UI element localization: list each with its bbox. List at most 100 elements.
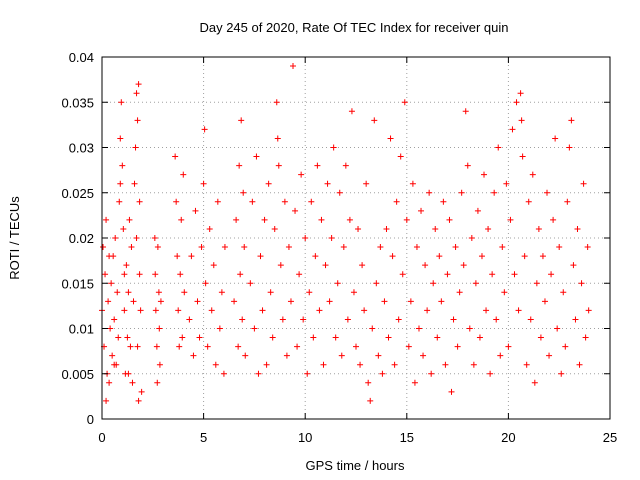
data-point [535, 225, 542, 232]
data-point [332, 334, 339, 341]
data-point [103, 216, 110, 223]
data-point [253, 153, 260, 160]
data-point [281, 198, 288, 205]
data-point [446, 216, 453, 223]
data-point [265, 180, 272, 187]
data-point [537, 334, 544, 341]
data-point [269, 334, 276, 341]
data-point [138, 388, 145, 395]
y-axis-label: ROTI / TECUs [7, 196, 22, 280]
data-point [111, 361, 118, 368]
data-point [238, 117, 245, 124]
data-point [214, 198, 221, 205]
data-point [552, 135, 559, 142]
data-point [114, 289, 121, 296]
x-tick-label: 15 [400, 430, 414, 445]
data-point [556, 244, 563, 251]
data-point [481, 171, 488, 178]
data-point [495, 144, 502, 151]
data-point [403, 216, 410, 223]
data-point [261, 216, 268, 223]
data-point [476, 334, 483, 341]
data-point [562, 343, 569, 350]
data-point [186, 316, 193, 323]
data-point [367, 397, 374, 404]
data-point [393, 198, 400, 205]
data-point [430, 280, 437, 287]
data-point [373, 280, 380, 287]
data-point [154, 379, 161, 386]
data-point [127, 343, 134, 350]
data-point [108, 280, 115, 287]
data-point [190, 352, 197, 359]
data-point [302, 235, 309, 241]
data-point [137, 307, 144, 314]
data-point [415, 325, 422, 332]
data-point [251, 325, 258, 332]
data-point [527, 316, 534, 323]
data-point [466, 325, 473, 332]
data-point [133, 90, 140, 97]
data-point [550, 216, 557, 223]
data-point [576, 361, 583, 368]
y-tick-label: 0.015 [61, 276, 94, 291]
data-point [314, 162, 321, 169]
data-point [320, 361, 327, 368]
data-point [326, 298, 333, 305]
data-point [525, 198, 532, 205]
data-point [181, 289, 188, 296]
data-point [422, 262, 429, 269]
data-point [155, 289, 162, 296]
data-point [454, 343, 461, 350]
data-point [292, 207, 299, 214]
x-tick-label: 10 [298, 430, 312, 445]
data-point [521, 253, 528, 260]
x-tick-label: 5 [200, 430, 207, 445]
data-point [277, 262, 284, 269]
data-point [580, 180, 587, 187]
y-tick-label: 0.01 [69, 322, 94, 337]
data-point [462, 108, 469, 115]
data-point [285, 244, 292, 251]
data-point [499, 244, 506, 251]
data-point [121, 271, 128, 278]
data-point [531, 379, 538, 386]
data-point [283, 352, 290, 359]
data-point [330, 144, 337, 151]
data-point [235, 343, 242, 350]
data-point [515, 307, 522, 314]
data-point [206, 225, 213, 232]
data-point [369, 325, 376, 332]
data-point [202, 280, 209, 287]
data-point [468, 235, 475, 241]
data-point [344, 316, 351, 323]
data-point [105, 298, 112, 305]
data-point [460, 262, 467, 269]
data-point [128, 244, 135, 251]
y-tick-label: 0.005 [61, 367, 94, 382]
data-point [483, 307, 490, 314]
data-point [210, 262, 217, 269]
data-point [387, 135, 394, 142]
data-point [511, 271, 518, 278]
data-point [117, 135, 124, 142]
x-ticks: 0 5 10 15 20 25 [98, 57, 617, 445]
data-point [340, 244, 347, 251]
data-point [121, 307, 128, 314]
data-point [432, 225, 439, 232]
data-point [336, 189, 343, 196]
data-point [221, 244, 228, 251]
data-point [287, 298, 294, 305]
data-point [518, 117, 525, 124]
data-point [501, 289, 508, 296]
data-point [125, 370, 132, 377]
data-point [582, 334, 589, 341]
data-point [123, 262, 130, 269]
data-point [420, 352, 427, 359]
y-tick-label: 0.02 [69, 231, 94, 246]
data-point [399, 271, 406, 278]
data-point [135, 81, 142, 88]
data-point [346, 216, 353, 223]
data-point [136, 271, 143, 278]
data-point [179, 334, 186, 341]
